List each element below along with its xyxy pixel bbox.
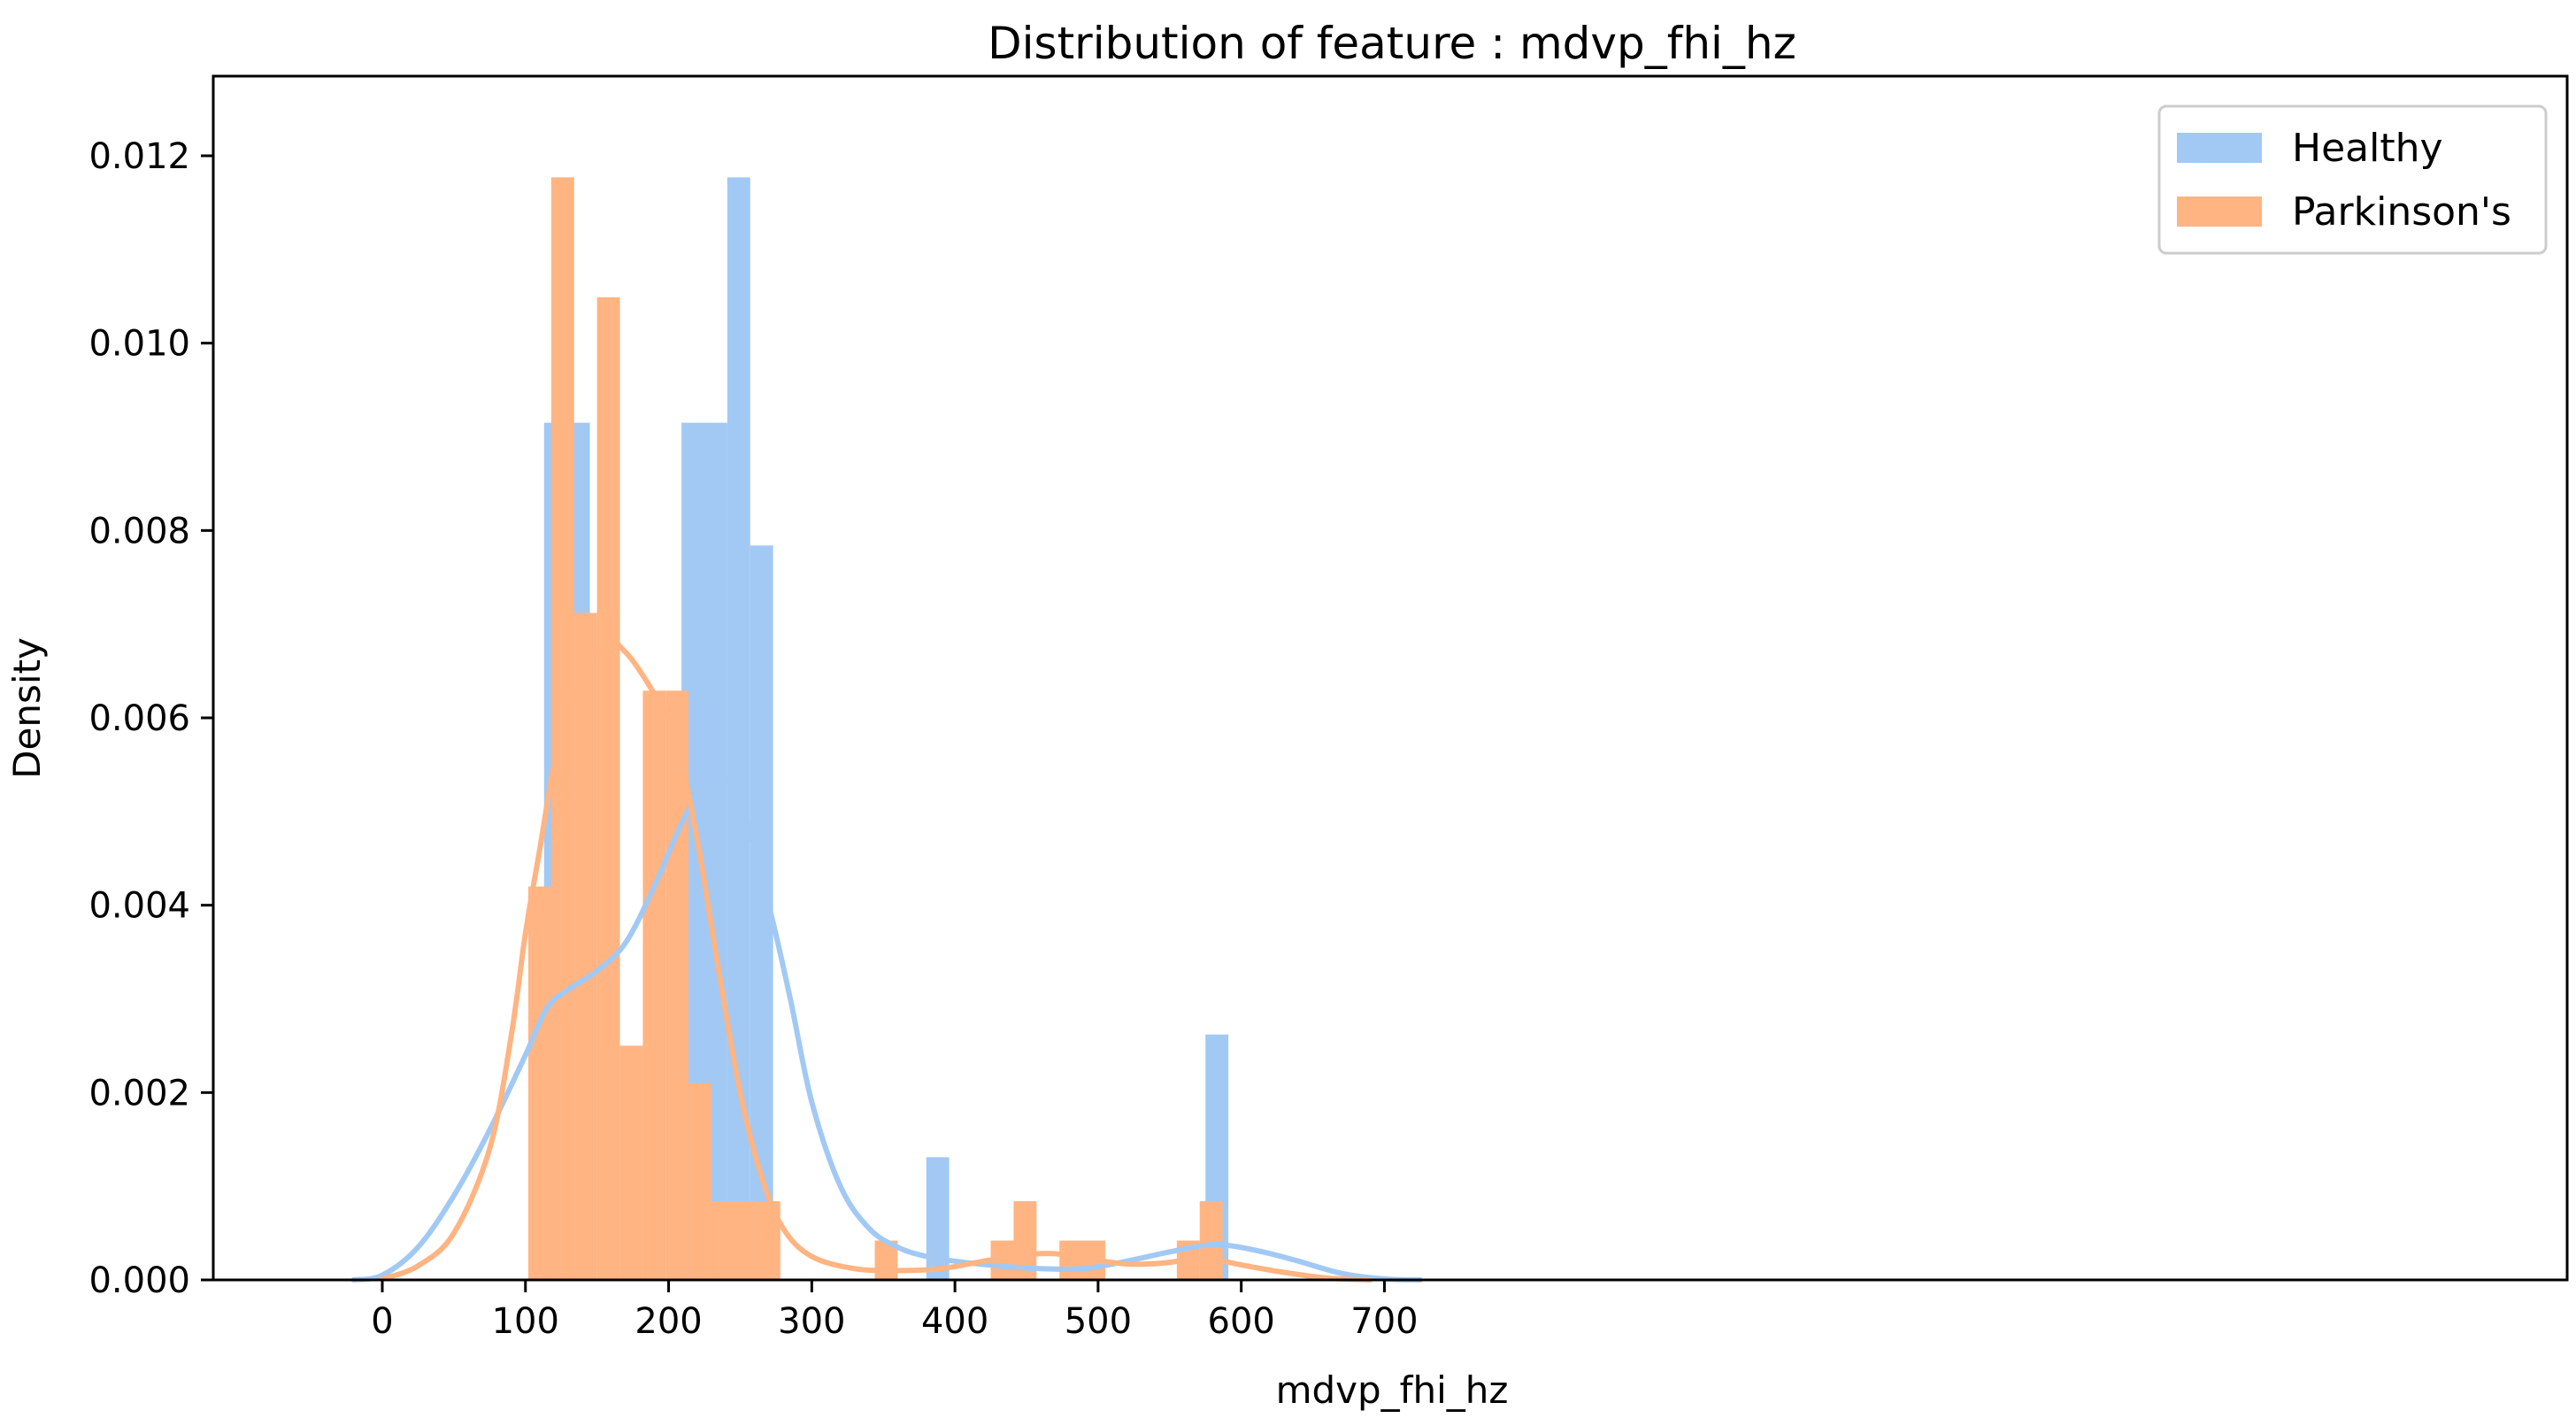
- legend: Healthy Parkinson's: [2157, 104, 2548, 255]
- kde-curves: [350, 640, 1423, 1283]
- kde-line-parkinson-s: [380, 640, 1373, 1283]
- y-tick-label: 0.006: [88, 698, 190, 739]
- y-tick-label: 0.010: [88, 324, 190, 365]
- y-tick-label: 0.012: [88, 136, 190, 177]
- x-tick-label: 400: [921, 1301, 988, 1342]
- y-tick-label: 0.008: [88, 511, 190, 551]
- y-tick-label: 0.000: [88, 1260, 190, 1301]
- histogram-bar-parkinson-s: [665, 690, 689, 1280]
- y-tick-label: 0.002: [88, 1073, 190, 1114]
- plot-frame: [211, 74, 2569, 1282]
- histogram-bar-parkinson-s: [528, 886, 551, 1280]
- y-axis: 0.000 0.002 0.004 0.006 0.008 0.010 0.012: [88, 136, 213, 1301]
- x-axis-label: mdvp_fhi_hz: [1276, 1368, 1509, 1412]
- x-tick-label: 200: [634, 1301, 702, 1342]
- y-tick-label: 0.004: [88, 886, 190, 927]
- histogram-bar-parkinson-s: [573, 613, 597, 1280]
- histogram-bar-parkinson-s: [711, 1201, 757, 1280]
- histogram-bar-parkinson-s: [1199, 1201, 1223, 1280]
- legend-swatch-healthy: [2177, 133, 2262, 163]
- legend-swatch-parkinsons: [2177, 197, 2262, 227]
- legend-label-parkinsons: Parkinson's: [2292, 189, 2511, 235]
- x-tick-label: 700: [1350, 1301, 1418, 1342]
- x-tick-label: 600: [1208, 1301, 1275, 1342]
- x-tick-label: 0: [371, 1301, 393, 1342]
- x-tick-label: 300: [778, 1301, 845, 1342]
- x-tick-label: 500: [1065, 1301, 1132, 1342]
- histogram-bar-parkinson-s: [642, 690, 666, 1280]
- kde-line-healthy: [350, 770, 1423, 1283]
- x-tick-label: 100: [492, 1301, 559, 1342]
- histogram-bar-parkinson-s: [596, 297, 620, 1280]
- histogram-bar-parkinson-s: [688, 1083, 712, 1280]
- x-axis: 0 100 200 300 400 500 600 700: [371, 1280, 1419, 1342]
- histogram-bar-parkinson-s: [619, 1045, 643, 1280]
- chart-title: Distribution of feature : mdvp_fhi_hz: [988, 18, 1796, 69]
- y-axis-label: Density: [5, 637, 49, 779]
- legend-label-healthy: Healthy: [2292, 126, 2443, 171]
- histogram-bars: [528, 177, 1229, 1280]
